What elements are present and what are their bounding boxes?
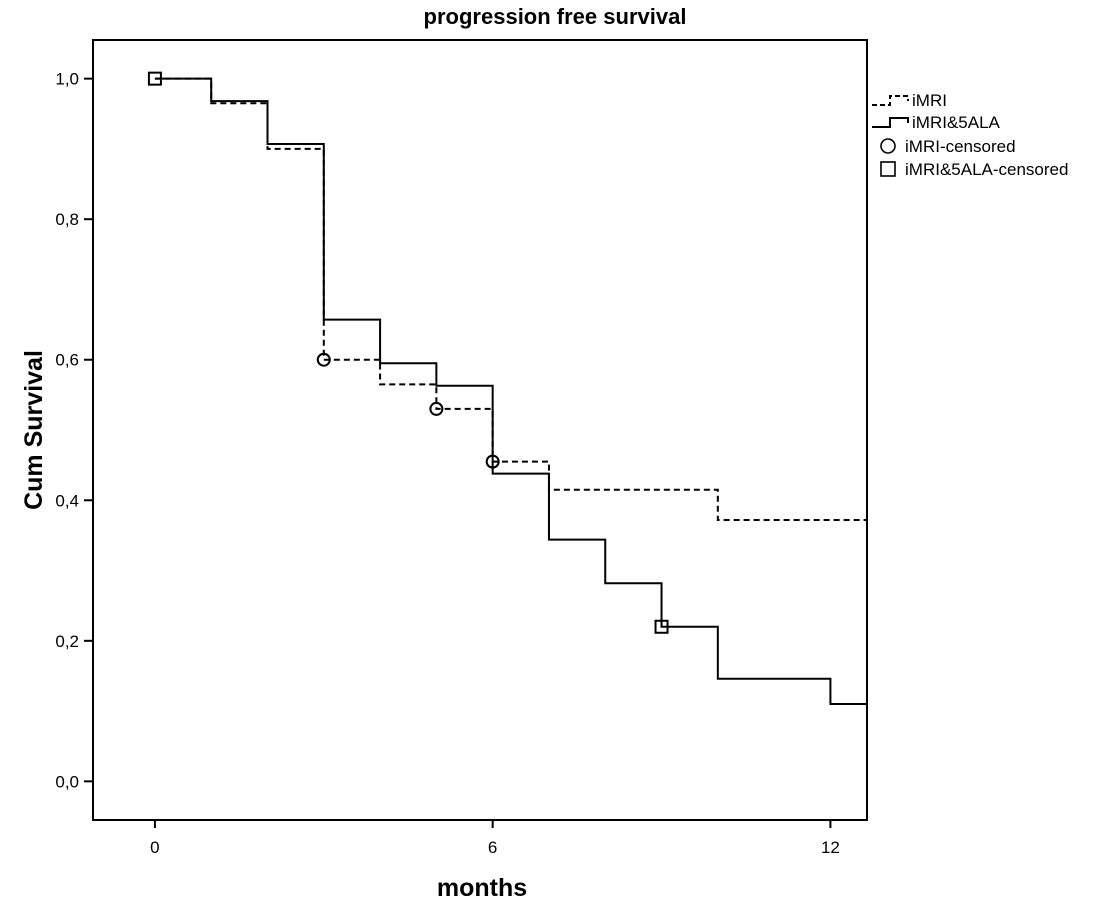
series-line-imri — [154, 77, 867, 521]
legend-label: iMRI — [912, 91, 947, 110]
y-tick-label: 0,2 — [55, 632, 79, 651]
y-tick-label: 0,8 — [55, 210, 79, 229]
chart-title: progression free survival — [424, 4, 687, 29]
series-layer — [154, 77, 867, 706]
legend: iMRI iMRI&5ALA iMRI-censored iMRI&5ALA-cens… — [872, 91, 1068, 179]
legend-label: iMRI&5ALA-censored — [905, 160, 1068, 179]
legend-label: iMRI&5ALA — [912, 113, 1001, 132]
censor-markers — [147, 71, 669, 634]
censor-circle-marker — [429, 401, 444, 416]
x-axis-label: months — [437, 874, 527, 901]
y-tick-label: 0,6 — [55, 351, 79, 370]
censor-square-marker — [654, 619, 669, 634]
y-tick-label: 0,4 — [55, 491, 79, 510]
x-tick-label: 12 — [821, 838, 840, 857]
censor-square-marker — [147, 71, 162, 86]
legend-square-swatch — [880, 161, 896, 177]
legend-dashed-line-swatch — [872, 95, 909, 106]
censor-circle-marker — [485, 454, 500, 469]
legend-label: iMRI-censored — [905, 137, 1016, 156]
x-tick-label: 0 — [150, 838, 159, 857]
plot-frame — [92, 39, 868, 821]
y-axis-label: Cum Survival — [20, 350, 48, 510]
x-tick-label: 6 — [488, 838, 497, 857]
legend-circle-swatch — [880, 138, 896, 154]
y-tick-label: 1,0 — [55, 70, 79, 89]
legend-solid-line-swatch — [872, 117, 909, 128]
y-tick-label: 0,0 — [55, 772, 79, 791]
y-axis: 0,0 0,2 0,4 0,6 0,8 1,0 — [55, 70, 93, 791]
x-axis: 0 6 12 — [150, 820, 840, 857]
series-line-imri-5ala — [154, 77, 867, 706]
censor-circle-marker — [316, 352, 331, 367]
